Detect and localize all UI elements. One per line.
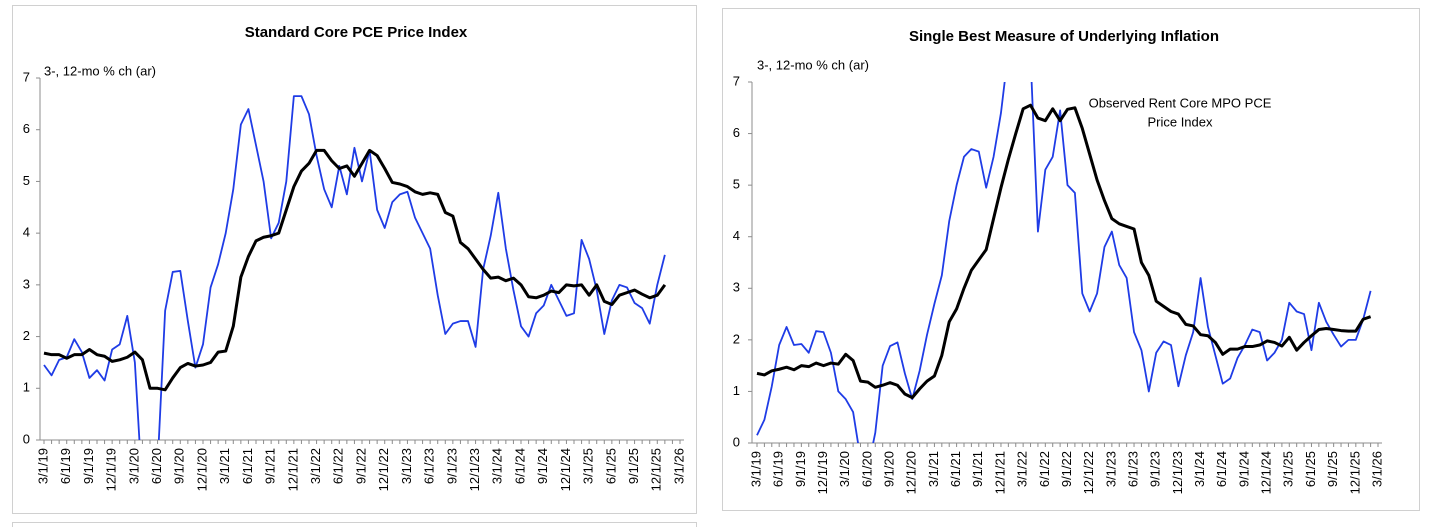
x-tick-label: 3/1/24 xyxy=(490,448,505,484)
x-tick-label: 3/1/20 xyxy=(126,448,141,484)
x-tick-label: 9/1/24 xyxy=(535,448,550,484)
x-tick-label: 6/1/19 xyxy=(58,448,73,484)
x-tick-label: 9/1/19 xyxy=(81,448,96,484)
x-tick-label: 12/1/25 xyxy=(649,448,664,491)
series-line xyxy=(756,82,1372,443)
x-tick-label: 12/1/25 xyxy=(1347,451,1362,494)
annotation: Observed Rent Core MPO PCE xyxy=(1089,95,1272,110)
y-axis-label: 3-, 12-mo % ch (ar) xyxy=(44,63,156,78)
y-tick-label: 4 xyxy=(23,225,30,240)
x-tick-label: 12/1/20 xyxy=(194,448,209,491)
y-tick-label: 4 xyxy=(733,228,740,243)
x-tick-label: 12/1/23 xyxy=(467,448,482,491)
x-tick-label: 9/1/23 xyxy=(1148,451,1163,487)
x-tick-label: 6/1/23 xyxy=(422,448,437,484)
x-tick-label: 3/1/20 xyxy=(837,451,852,487)
y-tick-label: 2 xyxy=(733,331,740,346)
x-tick-label: 9/1/25 xyxy=(1325,451,1340,487)
x-tick-label: 9/1/21 xyxy=(970,451,985,487)
series-line xyxy=(756,103,1372,400)
x-tick-label: 6/1/19 xyxy=(771,451,786,487)
x-tick-label: 9/1/20 xyxy=(882,451,897,487)
x-tick-label: 6/1/24 xyxy=(1214,451,1229,487)
x-tick-label: 12/1/19 xyxy=(104,448,119,491)
x-tick-label: 3/1/23 xyxy=(399,448,414,484)
y-tick-label: 3 xyxy=(23,276,30,291)
y-tick-label: 1 xyxy=(23,380,30,395)
y-tick-label: 3 xyxy=(733,280,740,295)
y-tick-label: 7 xyxy=(733,73,740,88)
x-tick-label: 6/1/23 xyxy=(1125,451,1140,487)
y-tick-label: 1 xyxy=(733,383,740,398)
x-tick-label: 3/1/23 xyxy=(1103,451,1118,487)
x-tick-label: 3/1/24 xyxy=(1192,451,1207,487)
x-tick-label: 6/1/22 xyxy=(1037,451,1052,487)
x-tick-label: 6/1/24 xyxy=(512,448,527,484)
series-line xyxy=(43,95,666,440)
x-tick-label: 12/1/23 xyxy=(1170,451,1185,494)
x-tick-label: 12/1/22 xyxy=(1081,451,1096,494)
x-tick-label: 3/1/25 xyxy=(581,448,596,484)
x-tick-label: 3/1/21 xyxy=(217,448,232,484)
x-tick-label: 6/1/21 xyxy=(948,451,963,487)
x-tick-label: 3/1/19 xyxy=(35,448,50,484)
panel xyxy=(722,8,1420,511)
x-tick-label: 12/1/21 xyxy=(285,448,300,491)
x-tick-label: 9/1/19 xyxy=(793,451,808,487)
x-tick-label: 6/1/25 xyxy=(1303,451,1318,487)
plot-area xyxy=(756,82,1372,443)
x-tick-label: 9/1/20 xyxy=(172,448,187,484)
x-tick-label: 9/1/22 xyxy=(1059,451,1074,487)
y-tick-label: 0 xyxy=(733,434,740,449)
x-tick-label: 9/1/24 xyxy=(1236,451,1251,487)
x-tick-label: 12/1/20 xyxy=(904,451,919,494)
y-tick-label: 0 xyxy=(23,431,30,446)
y-tick-label: 5 xyxy=(23,173,30,188)
x-tick-label: 12/1/22 xyxy=(376,448,391,491)
x-tick-label: 3/1/25 xyxy=(1281,451,1296,487)
x-tick-label: 9/1/25 xyxy=(626,448,641,484)
y-tick-label: 7 xyxy=(23,69,30,84)
y-tick-label: 2 xyxy=(23,328,30,343)
y-tick-label: 6 xyxy=(23,121,30,136)
y-tick-label: 6 xyxy=(733,125,740,140)
y-tick-label: 5 xyxy=(733,177,740,192)
panel xyxy=(12,5,697,514)
x-tick-label: 3/1/21 xyxy=(926,451,941,487)
x-tick-label: 6/1/25 xyxy=(603,448,618,484)
x-tick-label: 3/1/26 xyxy=(671,448,686,484)
x-tick-label: 3/1/19 xyxy=(748,451,763,487)
x-tick-label: 12/1/21 xyxy=(992,451,1007,494)
panel xyxy=(12,522,697,527)
annotation: Price Index xyxy=(1147,114,1213,129)
x-tick-label: 9/1/22 xyxy=(353,448,368,484)
x-tick-label: 12/1/24 xyxy=(558,448,573,491)
x-tick-label: 3/1/26 xyxy=(1369,451,1384,487)
x-tick-label: 12/1/24 xyxy=(1259,451,1274,494)
x-tick-label: 12/1/19 xyxy=(815,451,830,494)
series-line xyxy=(43,148,667,392)
x-tick-label: 3/1/22 xyxy=(1015,451,1030,487)
x-tick-label: 9/1/23 xyxy=(444,448,459,484)
x-tick-label: 6/1/20 xyxy=(149,448,164,484)
x-tick-label: 6/1/20 xyxy=(859,451,874,487)
chart-title: Standard Core PCE Price Index xyxy=(245,24,468,41)
chart-title: Single Best Measure of Underlying Inflat… xyxy=(909,28,1219,45)
x-tick-label: 6/1/21 xyxy=(240,448,255,484)
x-tick-label: 9/1/21 xyxy=(263,448,278,484)
plot-area xyxy=(43,95,667,440)
x-tick-label: 3/1/22 xyxy=(308,448,323,484)
y-axis-label: 3-, 12-mo % ch (ar) xyxy=(757,57,869,72)
x-tick-label: 6/1/22 xyxy=(331,448,346,484)
